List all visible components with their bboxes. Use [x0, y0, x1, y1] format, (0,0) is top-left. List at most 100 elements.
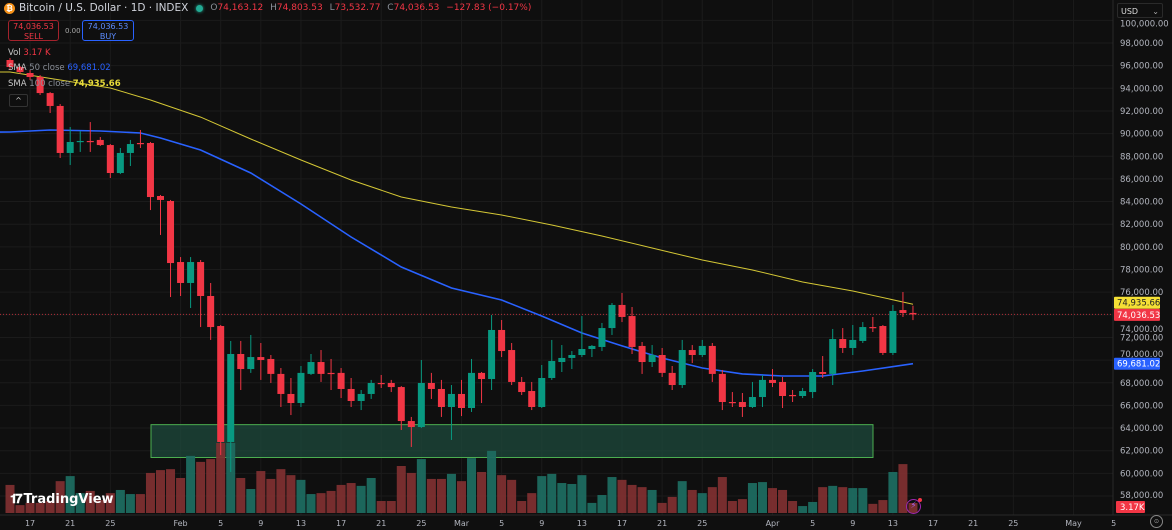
- candle[interactable]: [849, 324, 857, 356]
- candle[interactable]: [708, 343, 716, 382]
- candle[interactable]: [829, 328, 837, 386]
- candle[interactable]: [498, 320, 506, 358]
- price-axis[interactable]: 100,000.00 98,000.00 96,000.00 94,000.00 92,…: [1112, 0, 1172, 530]
- candle[interactable]: [518, 376, 526, 395]
- candle[interactable]: [106, 144, 114, 178]
- candle[interactable]: [538, 364, 546, 409]
- candle[interactable]: [568, 351, 576, 370]
- candle[interactable]: [36, 75, 44, 95]
- symbol-header[interactable]: ₿ Bitcoin / U.S. Dollar · 1D · INDEX O74…: [4, 2, 535, 14]
- candle[interactable]: [427, 372, 435, 399]
- candle[interactable]: [738, 393, 746, 417]
- candle[interactable]: [779, 376, 787, 409]
- candle[interactable]: [508, 343, 516, 386]
- candle[interactable]: [769, 369, 777, 388]
- candle[interactable]: [327, 358, 335, 390]
- candle[interactable]: [909, 305, 917, 321]
- sma-100-line[interactable]: [0, 71, 914, 305]
- symbol-title[interactable]: Bitcoin / U.S. Dollar · 1D · INDEX: [19, 2, 189, 14]
- candle[interactable]: [116, 147, 124, 175]
- collapse-legend-button[interactable]: ^: [9, 94, 28, 107]
- candle[interactable]: [177, 257, 185, 297]
- candle[interactable]: [588, 345, 596, 358]
- candle[interactable]: [819, 356, 827, 378]
- candle[interactable]: [638, 341, 646, 374]
- candle[interactable]: [437, 379, 445, 417]
- candle[interactable]: [688, 345, 696, 364]
- legend-sma-50[interactable]: SMA 50 close 69,681.02: [8, 63, 111, 73]
- settings-gear-icon[interactable]: ⊙: [1150, 515, 1163, 528]
- candle[interactable]: [46, 92, 54, 113]
- candle[interactable]: [126, 139, 134, 166]
- candle[interactable]: [337, 368, 345, 399]
- tradingview-logo[interactable]: 𝟏𝟕 TradingView: [10, 492, 114, 507]
- candle[interactable]: [578, 316, 586, 358]
- candle[interactable]: [628, 306, 636, 354]
- candle[interactable]: [698, 339, 706, 358]
- candle[interactable]: [658, 347, 666, 377]
- candle[interactable]: [237, 340, 245, 390]
- candle[interactable]: [869, 316, 877, 333]
- candle[interactable]: [608, 303, 616, 335]
- candle[interactable]: [56, 104, 64, 158]
- sell-button[interactable]: 74,036.53 SELL: [8, 20, 59, 41]
- candle[interactable]: [347, 377, 355, 407]
- candle[interactable]: [307, 353, 315, 375]
- candle[interactable]: [809, 369, 817, 399]
- candle[interactable]: [96, 136, 104, 146]
- candle[interactable]: [197, 259, 205, 328]
- candle[interactable]: [528, 381, 536, 411]
- lightning-icon[interactable]: ⚡: [906, 498, 922, 514]
- candle[interactable]: [277, 368, 285, 407]
- candle[interactable]: [618, 292, 626, 323]
- legend-volume[interactable]: Vol 3.17 K: [8, 48, 51, 58]
- candle[interactable]: [76, 130, 84, 152]
- buy-button[interactable]: 74,036.53 BUY: [82, 20, 134, 41]
- candle[interactable]: [558, 345, 566, 372]
- candle[interactable]: [478, 371, 486, 404]
- sma-50-line[interactable]: [0, 129, 914, 377]
- candle[interactable]: [367, 379, 375, 399]
- candle[interactable]: [397, 386, 405, 430]
- candle[interactable]: [247, 334, 255, 373]
- candle[interactable]: [457, 379, 465, 417]
- candle[interactable]: [377, 374, 385, 388]
- candle[interactable]: [468, 358, 476, 412]
- currency-selector[interactable]: USD ⌄: [1117, 3, 1163, 18]
- candle[interactable]: [879, 324, 887, 356]
- candle[interactable]: [839, 328, 847, 353]
- candle[interactable]: [227, 340, 235, 472]
- candle[interactable]: [859, 322, 867, 344]
- candle[interactable]: [789, 390, 797, 403]
- candle[interactable]: [728, 392, 736, 407]
- candle[interactable]: [26, 69, 34, 81]
- candle[interactable]: [417, 359, 425, 429]
- candle[interactable]: [167, 199, 175, 298]
- candlesticks[interactable]: [6, 57, 917, 472]
- candle[interactable]: [267, 355, 275, 383]
- candle[interactable]: [357, 390, 365, 411]
- candle[interactable]: [387, 379, 395, 393]
- candle[interactable]: [889, 304, 897, 356]
- candle[interactable]: [488, 315, 496, 390]
- candle[interactable]: [86, 122, 94, 152]
- candle[interactable]: [217, 324, 225, 456]
- candle[interactable]: [297, 365, 305, 407]
- candle[interactable]: [407, 416, 415, 447]
- candle[interactable]: [287, 377, 295, 416]
- candle[interactable]: [899, 292, 907, 317]
- candle[interactable]: [257, 343, 265, 380]
- candle[interactable]: [317, 350, 325, 382]
- candle[interactable]: [668, 365, 676, 390]
- candle[interactable]: [799, 387, 807, 399]
- candle[interactable]: [718, 369, 726, 411]
- candle[interactable]: [447, 385, 455, 440]
- candle[interactable]: [156, 194, 164, 235]
- candle[interactable]: [16, 65, 24, 74]
- candle[interactable]: [598, 322, 606, 352]
- candle[interactable]: [187, 257, 195, 309]
- date-axis[interactable]: 17 21 25 Feb 5 9 13 17 21 25 Mar 5 9 13 17 21 25 Apr 5 9 13 1…: [0, 514, 1172, 530]
- support-zone-rectangle[interactable]: [150, 424, 874, 458]
- candle[interactable]: [758, 374, 766, 407]
